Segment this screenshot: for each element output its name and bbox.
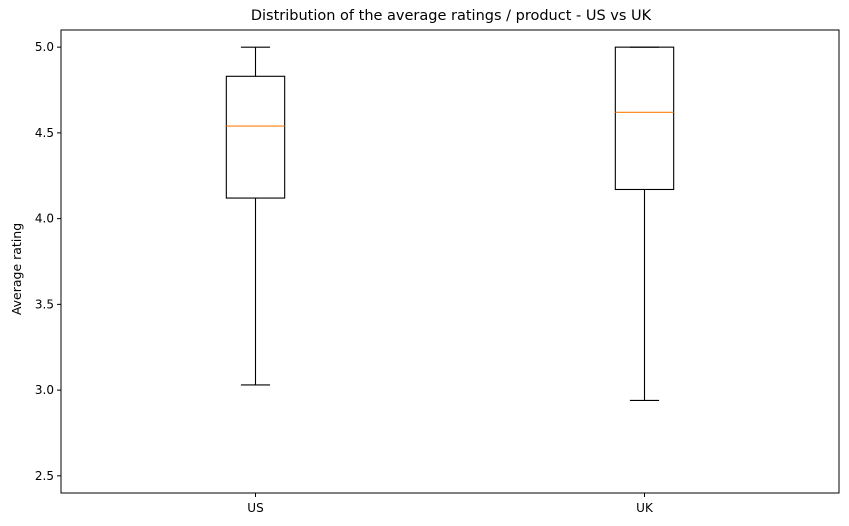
- y-tick-label: 3.0: [35, 383, 54, 397]
- plot-frame: [60, 29, 840, 494]
- plot-area: 2.5 3.0 3.5 4.0 4.5 5.0 US UK: [35, 29, 840, 515]
- y-tick-label: 5.0: [35, 40, 54, 54]
- y-tick-label: 4.5: [35, 126, 54, 140]
- y-tick-label: 2.5: [35, 469, 54, 483]
- x-tick-label-us: US: [247, 501, 263, 515]
- chart-title: Distribution of the average ratings / pr…: [251, 8, 652, 24]
- y-axis-label: Average rating: [9, 223, 24, 315]
- y-tick-label: 3.5: [35, 297, 54, 311]
- box-us: [225, 75, 286, 199]
- x-tick-label-uk: UK: [636, 501, 654, 515]
- y-tick-label: 4.0: [35, 212, 54, 226]
- box-uk: [614, 46, 675, 191]
